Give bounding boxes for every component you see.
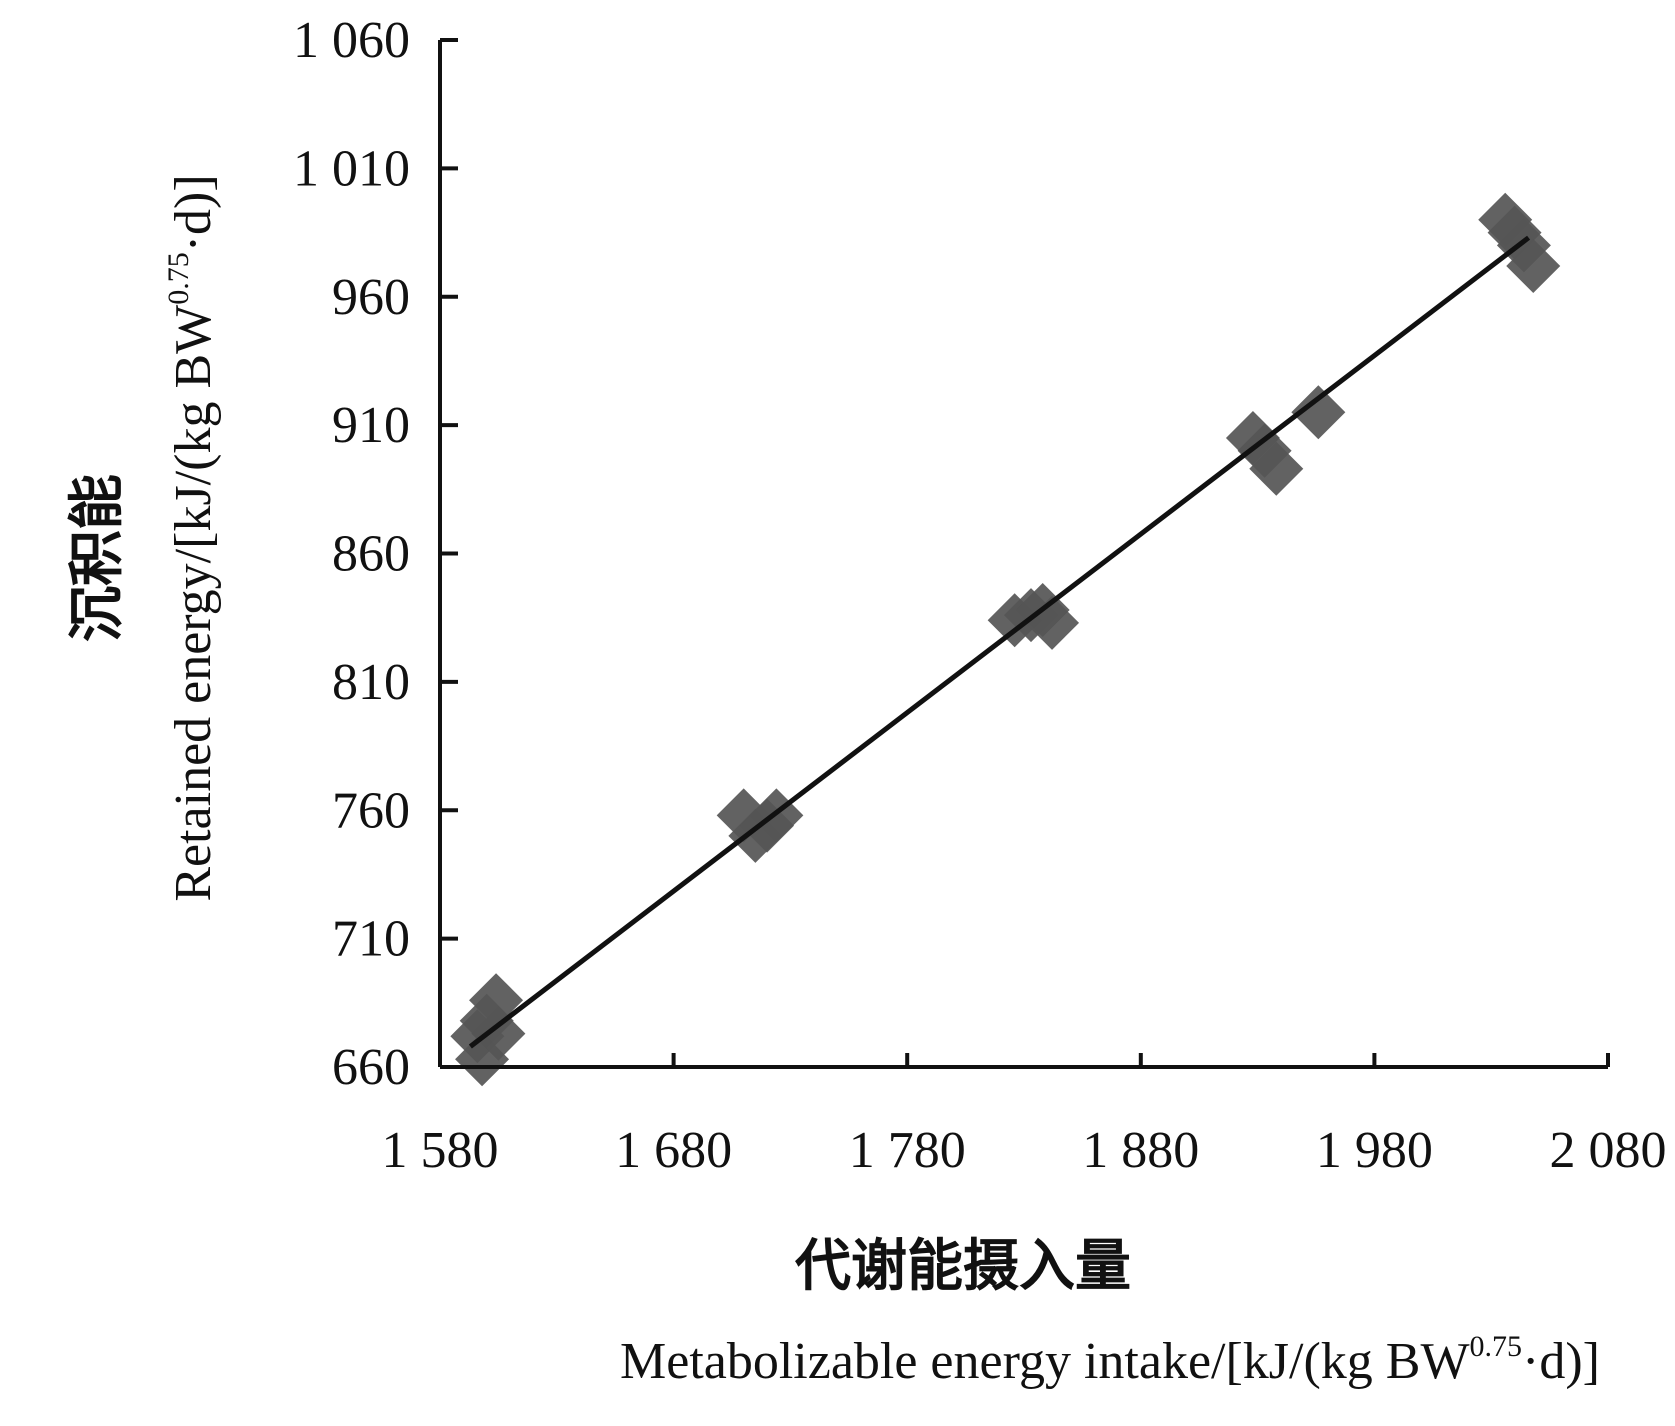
regression-line [468, 235, 1531, 1049]
x-tick-label: 2 080 [1550, 1122, 1667, 1179]
x-axis-title-en-suffix: ·d)] [1522, 1333, 1600, 1390]
y-tick-label: 1 060 [293, 12, 410, 69]
y-axis-title-en-sup: 0.75 [162, 252, 195, 305]
data-point-marker [1506, 238, 1561, 293]
y-tick-labels: 660 710 760 810 860 910 960 1 010 1 060 [293, 12, 410, 1096]
y-tick-label: 960 [332, 269, 410, 326]
regression-line-group [468, 235, 1531, 1049]
y-tick-label: 660 [332, 1039, 410, 1096]
x-tick-label: 1 980 [1316, 1122, 1433, 1179]
y-axis-title-en-suffix: ·d)] [165, 174, 222, 252]
axes [438, 38, 1610, 1069]
x-tick-label: 1 880 [1082, 1122, 1199, 1179]
y-tick-label: 910 [332, 397, 410, 454]
y-axis-title-cn: 沉积能 [65, 474, 130, 642]
x-axis-title-cn: 代谢能摄入量 [794, 1234, 1131, 1299]
x-tick-label: 1 780 [849, 1122, 966, 1179]
x-tick-label: 1 680 [615, 1122, 732, 1179]
y-tick-label: 860 [332, 526, 410, 583]
data-point-marker [469, 973, 524, 1028]
y-tick-label: 810 [332, 654, 410, 711]
data-point-marker [1291, 385, 1346, 440]
data-point-marker [1249, 441, 1304, 496]
x-axis-title-en-prefix: Metabolizable energy intake/[kJ/(kg BW [620, 1333, 1470, 1390]
x-axis-title-en: Metabolizable energy intake/[kJ/(kg BW0.… [620, 1330, 1600, 1390]
data-point-marker [471, 1006, 526, 1061]
y-tick-label: 760 [332, 782, 410, 839]
y-axis-title-en: Retained energy/[kJ/(kg BW0.75·d)] [162, 174, 222, 901]
y-tick-label: 1 010 [293, 140, 410, 197]
y-tick-label: 710 [332, 911, 410, 968]
x-tick-labels: 1 580 1 680 1 780 1 880 1 980 2 080 [382, 1122, 1667, 1179]
x-axis-title-en-sup: 0.75 [1470, 1330, 1523, 1363]
y-axis-title-en-prefix: Retained energy/[kJ/(kg BW [165, 305, 222, 902]
x-tick-label: 1 580 [382, 1122, 499, 1179]
